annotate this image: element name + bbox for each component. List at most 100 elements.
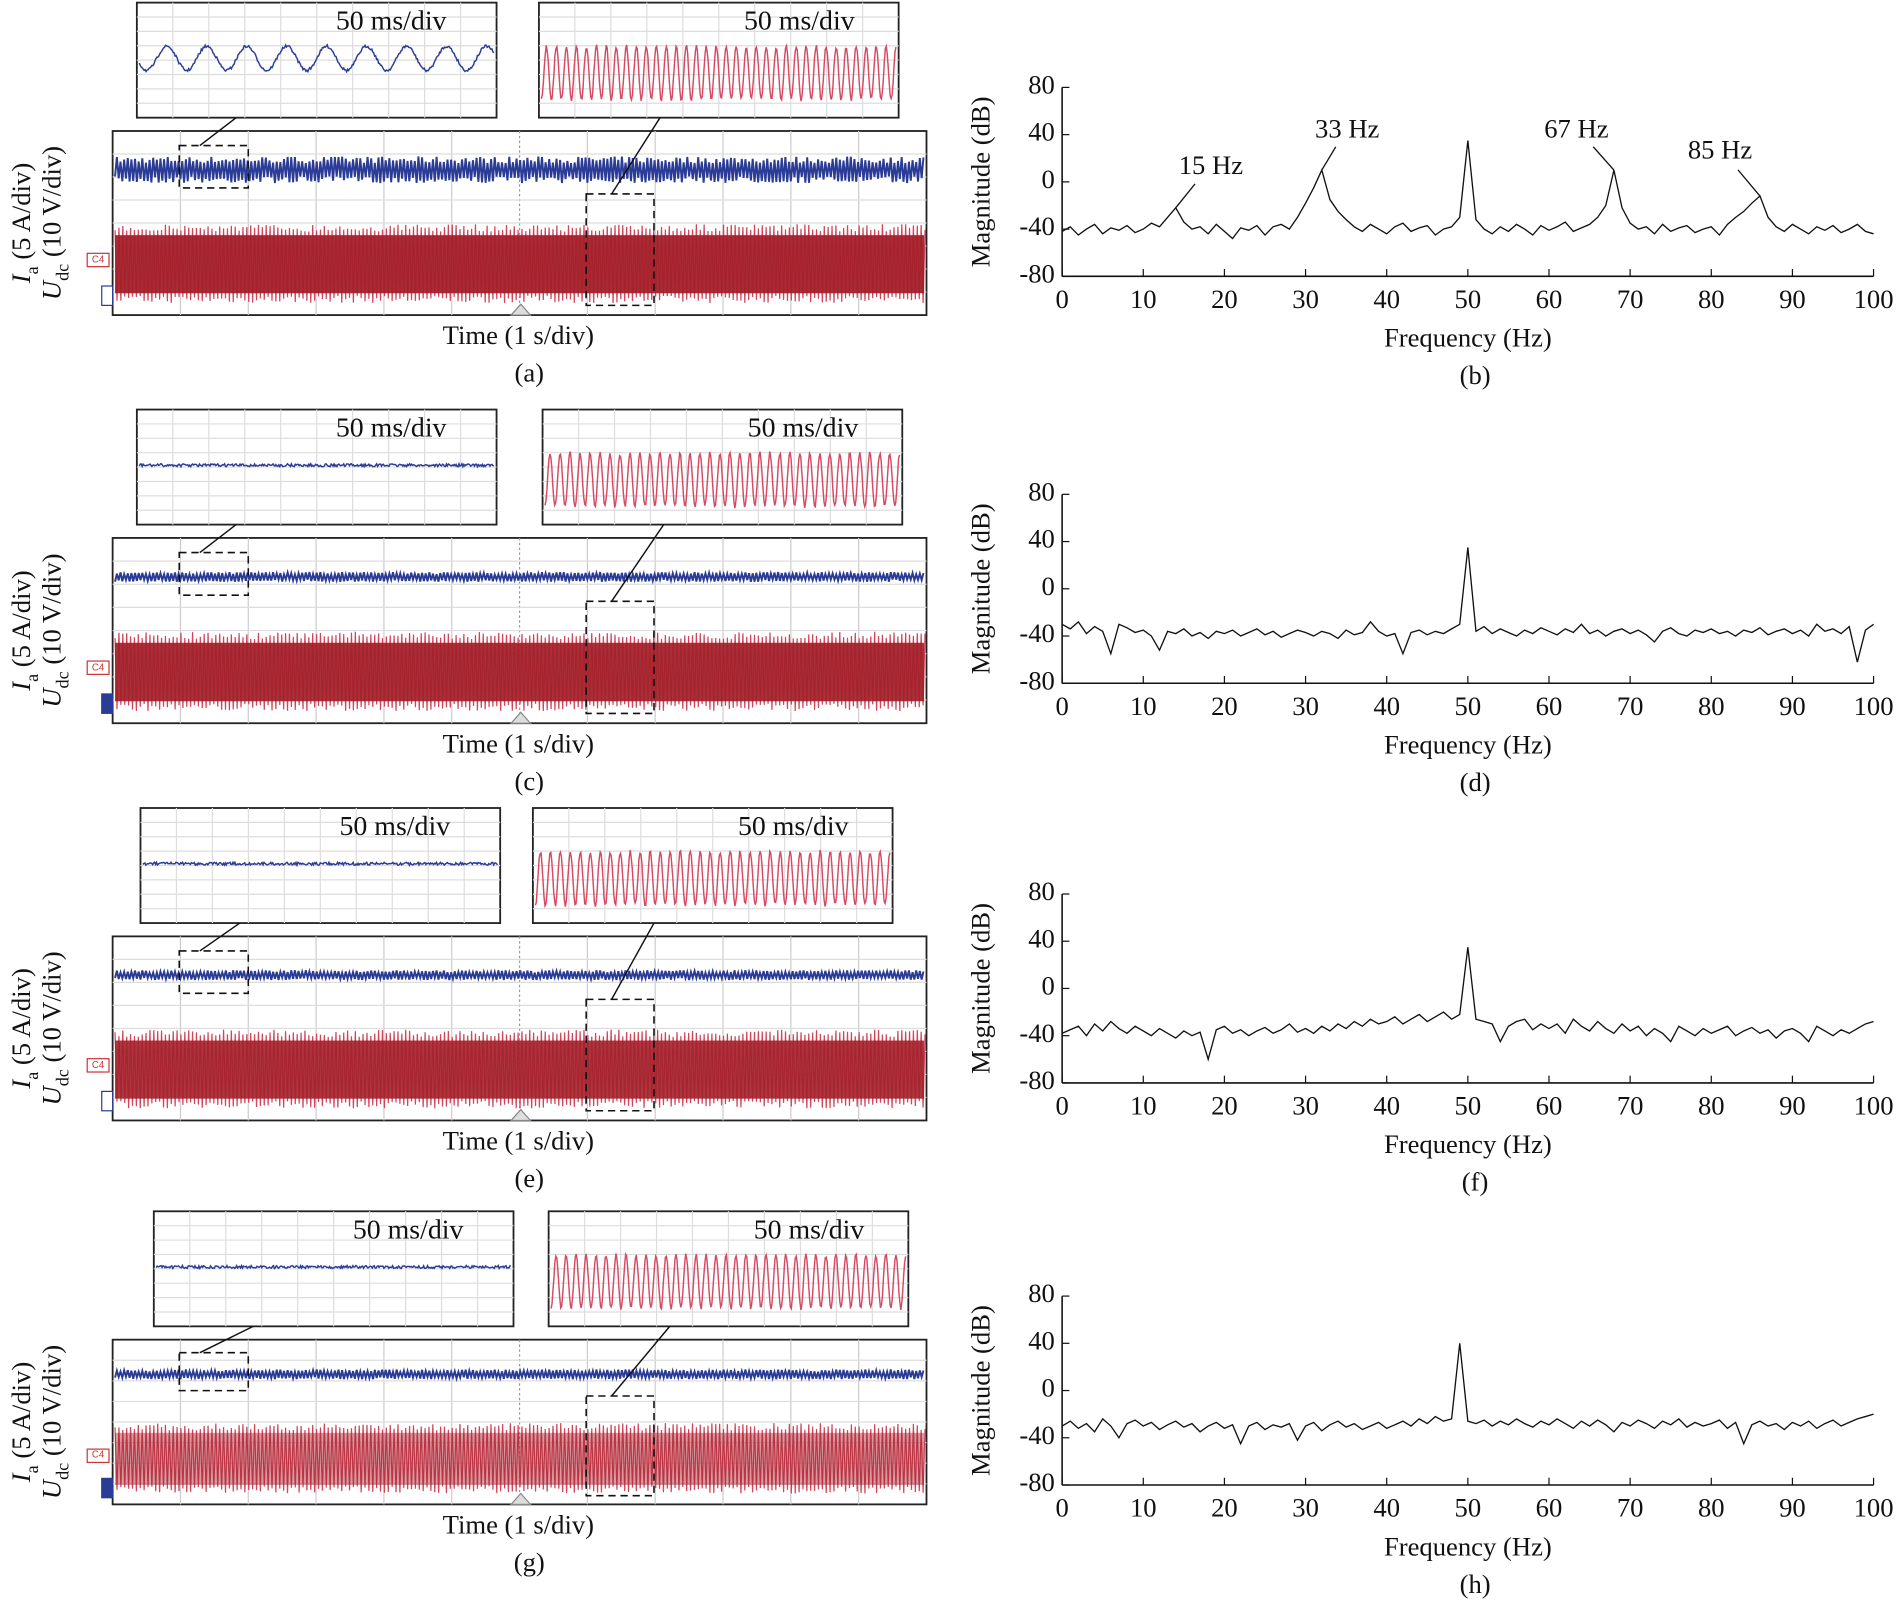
y-axis-label: Ia (5 A/div) — [6, 1362, 42, 1483]
x-axis-label: Time (1 s/div) — [443, 320, 594, 350]
panel-caption: (e) — [514, 1163, 544, 1193]
zoom-connector — [611, 524, 665, 602]
panel-caption: (c) — [514, 766, 544, 796]
y-axis-label: Udc (10 V/div) — [37, 146, 73, 300]
channel-tag — [86, 252, 110, 268]
x-tick-label: 60 — [1536, 1090, 1563, 1120]
zoom-box — [178, 1351, 250, 1392]
trigger-marker — [509, 711, 532, 724]
x-tick-label: 0 — [1055, 1090, 1068, 1120]
y-tick-label: 80 — [1028, 476, 1055, 506]
x-tick-label: 60 — [1536, 1493, 1563, 1523]
x-tick-label: 60 — [1536, 284, 1563, 314]
inset-scale-label: 50 ms/div — [340, 811, 451, 842]
label-subscript: a — [22, 1072, 42, 1080]
y-tick-label: -80 — [1019, 258, 1055, 288]
y-tick-label: 80 — [1028, 876, 1055, 906]
x-tick-label: 80 — [1698, 284, 1725, 314]
label-unit: (5 A/div) — [6, 163, 36, 267]
annotation-label: 33 Hz — [1315, 113, 1380, 143]
y-tick-label: -40 — [1019, 618, 1055, 648]
x-axis-label: Frequency (Hz) — [1384, 1129, 1552, 1159]
x-axis-label: Frequency (Hz) — [1384, 1531, 1552, 1561]
label-symbol: U — [37, 687, 67, 708]
y-tick-label: 0 — [1042, 164, 1055, 194]
current-trace — [114, 1366, 925, 1383]
x-tick-label: 30 — [1292, 1090, 1319, 1120]
annotation-leader — [1321, 146, 1337, 171]
zoom-connector — [199, 922, 241, 952]
x-tick-label: 90 — [1779, 284, 1806, 314]
x-tick-label: 80 — [1698, 691, 1725, 721]
x-tick-label: 40 — [1373, 1090, 1400, 1120]
x-axis-label: Time (1 s/div) — [443, 1126, 594, 1156]
x-tick-label: 10 — [1130, 1090, 1157, 1120]
channel-tag-label: C4 — [92, 662, 105, 673]
y-tick-label: -40 — [1019, 211, 1055, 241]
y-tick-label: 40 — [1028, 117, 1055, 147]
x-tick-label: 90 — [1779, 1493, 1806, 1523]
zoom-box — [178, 144, 250, 189]
y-axis-label: Udc (10 V/div) — [37, 951, 73, 1105]
label-symbol: U — [37, 1085, 67, 1106]
x-tick-label: 80 — [1698, 1493, 1725, 1523]
annotation-leader — [1737, 169, 1761, 197]
spectrum-line — [1061, 1343, 1874, 1446]
y-tick-label: 0 — [1042, 971, 1055, 1001]
x-tick-label: 10 — [1130, 691, 1157, 721]
voltage-band — [115, 1040, 925, 1099]
x-tick-label: 20 — [1211, 284, 1238, 314]
channel-tag — [86, 1058, 110, 1073]
annotation-label: 67 Hz — [1544, 113, 1609, 143]
inset-scale-label: 50 ms/div — [748, 413, 859, 444]
y-axis-label: Magnitude (dB) — [966, 1305, 996, 1476]
spectrum-line — [1061, 947, 1874, 1062]
x-tick-label: 30 — [1292, 1493, 1319, 1523]
x-tick-label: 70 — [1617, 284, 1644, 314]
inset-voltage-trace — [540, 43, 897, 103]
panel-caption: (f) — [1462, 1167, 1489, 1197]
x-tick-label: 10 — [1130, 1493, 1157, 1523]
zoom-connector — [199, 117, 237, 147]
voltage-band — [115, 1432, 925, 1485]
x-tick-label: 70 — [1617, 691, 1644, 721]
label-subscript: dc — [53, 1463, 73, 1480]
x-tick-label: 40 — [1373, 1493, 1400, 1523]
label-unit: (5 A/div) — [6, 1362, 36, 1466]
zoom-box — [178, 551, 250, 597]
annotation-leader — [1592, 146, 1615, 171]
annotation-leader — [1175, 183, 1196, 209]
y-tick-label: 80 — [1028, 1278, 1055, 1308]
trigger-marker — [509, 1492, 532, 1505]
x-tick-label: 90 — [1779, 1090, 1806, 1120]
y-axis-label: Udc (10 V/div) — [37, 553, 73, 707]
panel-caption: (d) — [1460, 767, 1491, 797]
zoom-box — [585, 1395, 655, 1497]
inset-voltage-trace — [544, 450, 901, 510]
y-tick-label: 40 — [1028, 524, 1055, 554]
x-axis-label: Frequency (Hz) — [1384, 323, 1552, 353]
label-subscript: dc — [53, 1069, 73, 1086]
x-tick-label: 50 — [1455, 1493, 1482, 1523]
label-unit: (5 A/div) — [6, 968, 36, 1072]
label-subscript: dc — [53, 264, 73, 281]
label-unit: (10 V/div) — [37, 146, 67, 264]
x-tick-label: 20 — [1211, 1493, 1238, 1523]
inset-scale-label: 50 ms/div — [353, 1214, 464, 1245]
inset-scale-label: 50 ms/div — [744, 6, 855, 37]
label-symbol: U — [37, 1478, 67, 1499]
inset-scale-label: 50 ms/div — [336, 6, 447, 37]
x-tick-label: 20 — [1211, 1090, 1238, 1120]
x-tick-label: 0 — [1055, 691, 1068, 721]
y-axis-label: Magnitude (dB) — [966, 503, 996, 674]
y-tick-label: -40 — [1019, 1420, 1055, 1450]
trigger-marker — [509, 1108, 532, 1122]
x-tick-label: 50 — [1455, 284, 1482, 314]
inset-voltage-trace — [534, 848, 891, 909]
y-axis-label: Magnitude (dB) — [966, 96, 996, 267]
inset-current-trace — [142, 860, 499, 868]
trigger-marker — [509, 303, 532, 316]
label-unit: (10 V/div) — [37, 951, 67, 1069]
voltage-band — [115, 642, 925, 702]
